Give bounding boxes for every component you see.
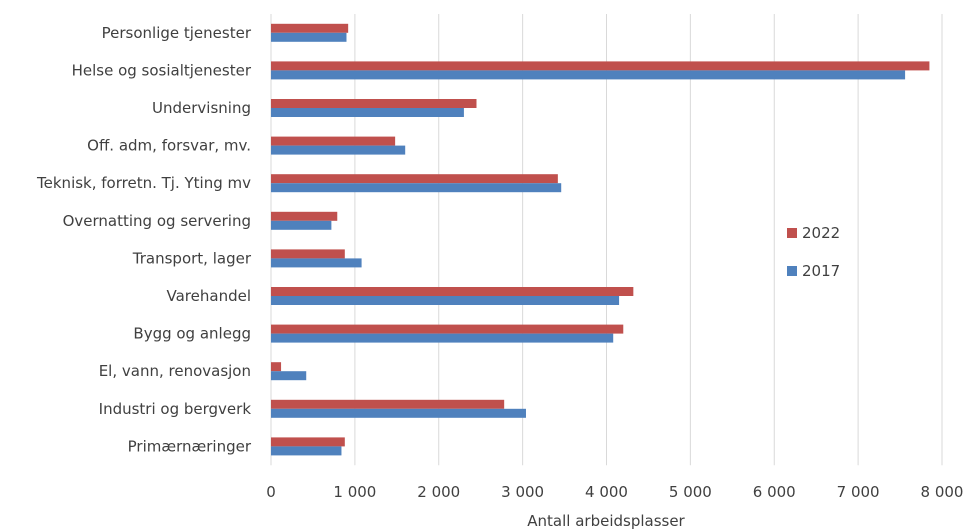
bar-2017	[271, 408, 526, 418]
x-tick-label: 3 000	[501, 483, 544, 501]
category-label: Varehandel	[167, 287, 251, 305]
category-label: Transport, lager	[132, 249, 252, 267]
bar-2017	[271, 108, 464, 117]
category-label: Bygg og anlegg	[133, 325, 251, 343]
category-label: Off. adm, forsvar, mv.	[87, 137, 251, 155]
bar-2017	[271, 333, 614, 343]
legend-swatch-2022	[787, 228, 797, 238]
bar-2022	[271, 61, 930, 71]
bar-2022	[271, 287, 634, 296]
x-tick-label: 4 000	[585, 483, 628, 501]
bar-2017	[271, 70, 906, 80]
category-label: Primærnæringer	[128, 437, 252, 455]
legend-label-2017: 2017	[802, 262, 840, 280]
category-label: Undervisning	[152, 99, 251, 117]
bar-2017	[271, 371, 307, 381]
x-tick-label: 2 000	[417, 483, 460, 501]
bar-2022	[271, 211, 338, 221]
bar-2017	[271, 220, 332, 230]
category-label: El, vann, renovasjon	[99, 362, 251, 380]
bar-2022	[271, 324, 624, 334]
x-axis-title: Antall arbeidsplasser	[527, 512, 685, 530]
x-tick-label: 7 000	[837, 483, 880, 501]
bar-2022	[271, 399, 505, 409]
bar-2022	[271, 136, 396, 146]
legend: 2022 2017	[787, 224, 840, 280]
bar-2017	[271, 446, 342, 456]
category-labels: Personlige tjenester Helse og sosialtjene…	[36, 24, 252, 456]
bar-2017	[271, 183, 562, 193]
bars	[271, 23, 930, 456]
x-tick-label: 8 000	[921, 483, 964, 501]
bar-2022	[271, 174, 558, 184]
bar-2022	[271, 99, 477, 108]
bar-2022	[271, 362, 282, 372]
x-tick-label: 0	[266, 483, 276, 501]
x-tick-label: 6 000	[753, 483, 796, 501]
category-label: Personlige tjenester	[102, 24, 252, 42]
x-tick-labels: 0 1 000 2 000 3 000 4 000 5 000 6 000 7 000 8 00…	[266, 483, 963, 501]
bar-2022	[271, 437, 345, 447]
x-tick-label: 1 000	[333, 483, 376, 501]
legend-swatch-2017	[787, 266, 797, 276]
category-label: Teknisk, forretn. Tj. Yting mv	[36, 174, 251, 192]
category-label: Helse og sosialtjenester	[72, 61, 252, 79]
x-tick-label: 5 000	[669, 483, 712, 501]
bar-2017	[271, 145, 406, 155]
category-label: Overnatting og servering	[63, 212, 251, 230]
bar-2017	[271, 32, 347, 42]
bar-2022	[271, 23, 349, 33]
legend-label-2022: 2022	[802, 224, 840, 242]
bar-2017	[271, 258, 362, 268]
category-label: Industri og bergverk	[99, 400, 252, 418]
bar-2022	[271, 249, 345, 259]
gridlines	[270, 14, 943, 466]
bar-2017	[271, 296, 620, 305]
